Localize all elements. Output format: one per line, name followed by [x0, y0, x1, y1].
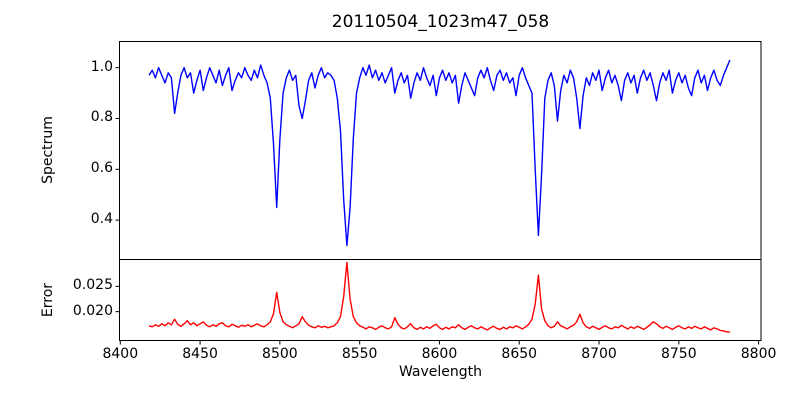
- x-tick-label: 8700: [581, 346, 617, 362]
- spectrum-line: [148, 59, 731, 247]
- error-axes-frame: [119, 259, 762, 341]
- x-tick-label: 8600: [421, 346, 458, 362]
- spectrum-y-tick-label: 0.6: [90, 160, 113, 177]
- spectrum-y-tick-label: 1.0: [90, 58, 113, 75]
- x-tick-label: 8800: [740, 346, 777, 362]
- x-tick-label: 8750: [660, 346, 697, 362]
- x-tick-label: 8400: [102, 346, 139, 362]
- error-y-tick-label: 0.020: [72, 302, 113, 319]
- x-tick-label: 8650: [501, 346, 538, 362]
- spectrum-y-tick-label: 0.4: [90, 211, 113, 228]
- error-y-tick-label: 0.025: [72, 277, 113, 294]
- ylabel-error: Error: [40, 282, 56, 318]
- x-tick-label: 8450: [182, 346, 218, 362]
- x-tick-label: 8500: [262, 346, 298, 362]
- chart-title: 20110504_1023m47_058: [331, 12, 550, 32]
- spectrum-y-tick-label: 0.8: [90, 109, 113, 126]
- ylabel-spectrum: Spectrum: [40, 116, 56, 184]
- error-line: [148, 261, 730, 333]
- x-tick-label: 8550: [341, 346, 378, 362]
- xlabel: Wavelength: [398, 364, 483, 380]
